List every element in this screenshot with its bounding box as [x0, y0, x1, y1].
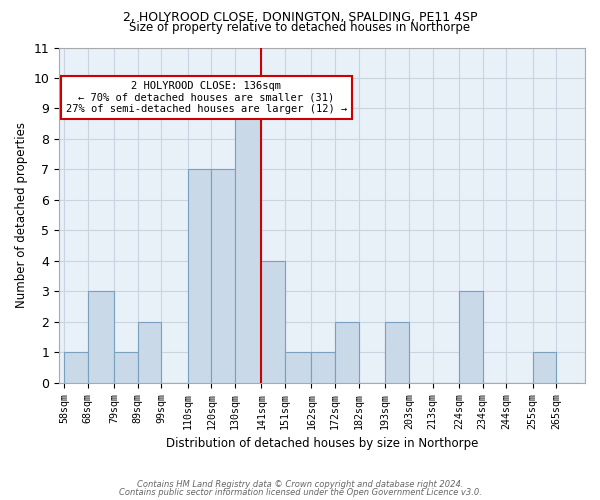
Bar	[64, 352, 88, 383]
Bar	[533, 352, 556, 383]
Text: Size of property relative to detached houses in Northorpe: Size of property relative to detached ho…	[130, 22, 470, 35]
Bar	[459, 292, 482, 383]
Bar	[262, 261, 285, 383]
Bar	[137, 322, 161, 383]
Y-axis label: Number of detached properties: Number of detached properties	[15, 122, 28, 308]
Text: Contains HM Land Registry data © Crown copyright and database right 2024.: Contains HM Land Registry data © Crown c…	[137, 480, 463, 489]
Bar	[114, 352, 137, 383]
Bar	[335, 322, 359, 383]
Bar	[311, 352, 335, 383]
Text: 2 HOLYROOD CLOSE: 136sqm
← 70% of detached houses are smaller (31)
27% of semi-d: 2 HOLYROOD CLOSE: 136sqm ← 70% of detach…	[66, 81, 347, 114]
Bar	[285, 352, 311, 383]
Bar	[235, 108, 262, 383]
X-axis label: Distribution of detached houses by size in Northorpe: Distribution of detached houses by size …	[166, 437, 478, 450]
Bar	[88, 292, 114, 383]
Bar	[211, 170, 235, 383]
Bar	[188, 170, 211, 383]
Text: 2, HOLYROOD CLOSE, DONINGTON, SPALDING, PE11 4SP: 2, HOLYROOD CLOSE, DONINGTON, SPALDING, …	[123, 11, 477, 24]
Text: Contains public sector information licensed under the Open Government Licence v3: Contains public sector information licen…	[119, 488, 481, 497]
Bar	[385, 322, 409, 383]
